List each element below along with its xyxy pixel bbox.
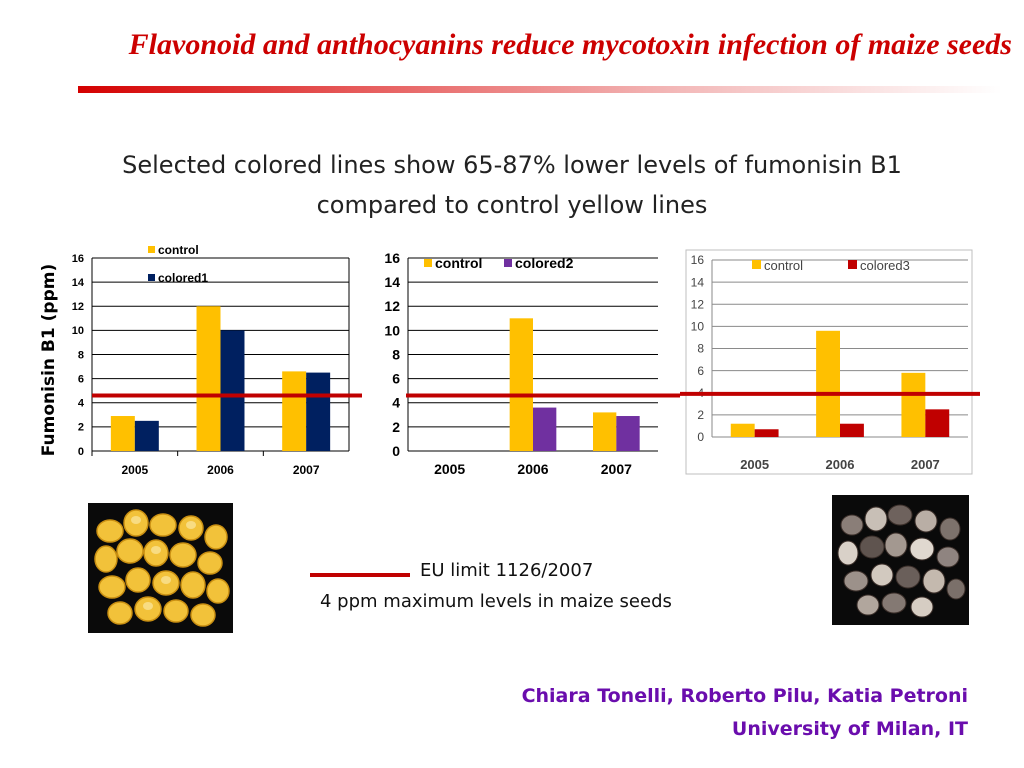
bar-colored2-2007 xyxy=(616,416,640,451)
x-tick-label: 2006 xyxy=(826,457,855,472)
legend-label-colored2: colored2 xyxy=(515,255,574,271)
y-tick-label: 0 xyxy=(392,443,400,459)
bar-control-2006 xyxy=(816,330,840,437)
subtitle-line-2: compared to control yellow lines xyxy=(316,191,708,219)
y-tick-label: 8 xyxy=(392,346,400,362)
colored-maize-seeds-photo xyxy=(832,495,969,625)
legend-label-control: control xyxy=(764,258,803,273)
chart-colored3: 0246810121416200520062007controlcolored3 xyxy=(680,249,980,475)
subtitle-line-1: Selected colored lines show 65-87% lower… xyxy=(122,151,902,179)
y-tick-label: 10 xyxy=(691,320,705,334)
legend-label-control: control xyxy=(158,243,199,257)
x-tick-label: 2006 xyxy=(207,463,234,477)
y-tick-label: 14 xyxy=(72,277,85,289)
x-tick-label: 2005 xyxy=(740,457,769,472)
eu-limit-description: 4 ppm maximum levels in maize seeds xyxy=(320,591,672,612)
bar-colored1-2006 xyxy=(220,330,245,451)
slide-title: Flavonoid and anthocyanins reduce mycoto… xyxy=(128,28,1012,61)
legend-swatch-control xyxy=(148,246,155,253)
y-tick-label: 2 xyxy=(78,422,84,434)
y-tick-label: 4 xyxy=(78,398,85,410)
chart-colored2: 0 2 4 6 8 10 12 14 16 2005 2006 2007 control colored2 xyxy=(384,250,680,477)
x-tick-label: 2007 xyxy=(601,461,632,477)
y-tick-label: 12 xyxy=(384,298,400,314)
bar-control-2006 xyxy=(509,318,533,451)
y-tick-label: 10 xyxy=(384,322,400,338)
x-tick-label: 2007 xyxy=(293,463,320,477)
x-tick-label: 2005 xyxy=(434,461,465,477)
x-tick-label: 2005 xyxy=(121,463,148,477)
y-tick-label: 6 xyxy=(78,373,84,385)
y-tick-label: 16 xyxy=(691,253,705,267)
bar-colored1-2007 xyxy=(306,372,331,451)
bar-colored3-2007 xyxy=(925,409,950,437)
y-tick-label: 0 xyxy=(697,430,704,444)
bar-control-2006 xyxy=(196,306,221,451)
x-tick-label: 2007 xyxy=(911,457,940,472)
eu-limit-label: EU limit 1126/2007 xyxy=(420,560,594,581)
bar-control-2005 xyxy=(730,423,755,437)
x-tick-label: 2006 xyxy=(517,461,548,477)
bar-colored2-2006 xyxy=(533,407,557,451)
y-tick-label: 4 xyxy=(392,395,400,411)
bar-control-2007 xyxy=(282,371,307,451)
affiliation: University of Milan, IT xyxy=(731,718,968,740)
legend-swatch-colored3 xyxy=(848,260,857,269)
title-underline xyxy=(78,86,1002,93)
legend-swatch-colored1 xyxy=(148,274,155,281)
y-tick-label: 8 xyxy=(78,349,84,361)
slide-subtitle: Selected colored lines show 65-87% lower… xyxy=(40,145,984,225)
y-tick-label: 0 xyxy=(78,446,84,458)
y-tick-label: 8 xyxy=(697,342,704,356)
yellow-maize-seeds-photo xyxy=(88,503,233,633)
bar-colored3-2005 xyxy=(754,429,779,437)
legend-swatch-control xyxy=(752,260,761,269)
authors-block: Chiara Tonelli, Roberto Pilu, Katia Petr… xyxy=(522,680,968,746)
legend-swatch-colored2 xyxy=(504,259,512,267)
bar-colored3-2006 xyxy=(840,423,864,437)
bar-colored1-2005 xyxy=(134,420,159,451)
y-tick-label: 2 xyxy=(392,419,400,435)
legend-label-colored1: colored1 xyxy=(158,271,208,285)
y-tick-label: 16 xyxy=(384,250,400,266)
y-tick-label: 2 xyxy=(697,408,704,422)
y-tick-label: 12 xyxy=(72,301,84,313)
y-tick-label: 6 xyxy=(697,364,704,378)
y-tick-label: 6 xyxy=(392,371,400,387)
y-tick-label: 12 xyxy=(691,297,705,311)
y-tick-label: 10 xyxy=(72,325,84,337)
legend-label-colored3: colored3 xyxy=(860,258,910,273)
y-tick-label: 14 xyxy=(691,275,705,289)
legend-swatch-control xyxy=(424,259,432,267)
legend-label-control: control xyxy=(435,255,482,271)
y-tick-label: 14 xyxy=(384,274,400,290)
chart-colored1: 0 2 4 6 8 10 12 14 16 2005 2006 2007 control colored1 xyxy=(72,243,362,477)
bar-control-2007 xyxy=(901,372,926,437)
y-tick-label: 16 xyxy=(72,253,84,265)
bar-control-2005 xyxy=(110,416,135,451)
author-names: Chiara Tonelli, Roberto Pilu, Katia Petr… xyxy=(521,685,968,707)
bar-control-2007 xyxy=(593,412,617,451)
eu-limit-line-sample xyxy=(310,573,410,577)
